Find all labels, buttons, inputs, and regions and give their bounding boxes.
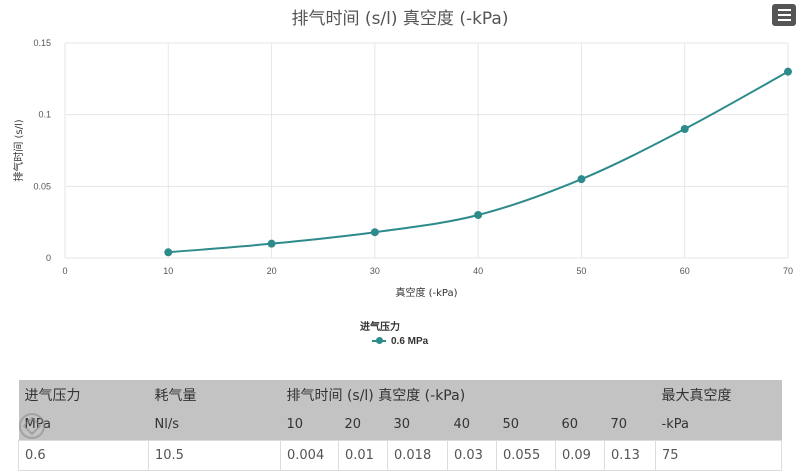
grid-lines [64, 42, 789, 259]
header-inlet-pressure: 进气压力 [18, 380, 149, 410]
table-cell: 0.09 [555, 439, 605, 471]
vacuum-col-70: 70 [604, 410, 656, 440]
x-tick-label: 0 [62, 266, 67, 276]
table-cell: 75 [655, 439, 782, 471]
y-tick-label: 0.1 [38, 110, 51, 120]
data-point[interactable] [680, 125, 689, 133]
x-tick-label: 50 [576, 266, 586, 276]
y-tick-label: 0.05 [33, 181, 51, 191]
hamburger-menu-icon[interactable] [772, 4, 796, 26]
x-tick-label: 70 [783, 266, 793, 276]
table-cell: 0.03 [447, 439, 497, 471]
vacuum-col-40: 40 [447, 410, 497, 440]
table-cell: 0.004 [280, 439, 339, 471]
unit-cell: Nl/s [148, 410, 281, 440]
spec-table: 进气压力 耗气量 排气时间 (s/l) 真空度 (-kPa) 最大真空度 MPa… [18, 380, 782, 471]
x-tick-label: 30 [370, 266, 380, 276]
legend-item-0-6-mpa[interactable]: 0.6 MPa [372, 334, 428, 348]
table-row: 0.6 10.5 0.004 0.01 0.018 0.03 0.055 0.0… [18, 439, 782, 471]
table-cell: 0.01 [338, 439, 388, 471]
unit-cell: -kPa [655, 410, 782, 440]
data-point[interactable] [784, 67, 792, 76]
x-tick-label: 40 [473, 266, 483, 276]
data-point[interactable] [164, 248, 173, 257]
data-point[interactable] [474, 211, 483, 219]
header-max-vacuum: 最大真空度 [655, 380, 782, 410]
vacuum-col-10: 10 [280, 410, 339, 440]
legend-label: 0.6 MPa [391, 335, 429, 347]
table-units-row: MPa Nl/s 10 20 30 40 50 60 70 -kPa [18, 410, 782, 440]
table-header-row: 进气压力 耗气量 排气时间 (s/l) 真空度 (-kPa) 最大真空度 [18, 380, 782, 410]
x-tick-label: 20 [267, 266, 277, 276]
line-chart: 0 10 20 30 40 50 60 70 0 0.05 0.1 0.15 真空度 (-kPa) 排… [12, 38, 793, 299]
unit-cell: MPa [18, 410, 149, 440]
table-cell: 0.13 [604, 439, 656, 471]
y-tick-label: 0.15 [33, 38, 51, 48]
legend-swatch [372, 335, 386, 347]
x-tick-label: 10 [163, 266, 173, 276]
header-air-consumption: 耗气量 [148, 380, 281, 410]
x-axis-label: 真空度 (-kPa) [395, 286, 457, 299]
vacuum-col-50: 50 [496, 410, 556, 440]
table-cell: 0.055 [496, 439, 556, 471]
header-exhaust-time: 排气时间 (s/l) 真空度 (-kPa) [280, 380, 656, 410]
axis-ticks: 0 10 20 30 40 50 60 70 0 0.05 0.1 0.15 [33, 38, 793, 276]
y-axis-label: 排气时间 (s/l) [12, 119, 25, 181]
table-cell: 0.6 [18, 439, 149, 471]
vacuum-col-30: 30 [387, 410, 448, 440]
series-points [164, 67, 792, 257]
legend-title: 进气压力 [360, 322, 400, 333]
table-cell: 10.5 [148, 439, 281, 471]
data-point[interactable] [577, 175, 586, 184]
chart-title: 排气时间 (s/l) 真空度 (-kPa) [291, 9, 509, 29]
x-tick-label: 60 [680, 266, 690, 276]
y-tick-label: 0 [46, 253, 51, 263]
data-point[interactable] [267, 239, 276, 248]
vacuum-col-20: 20 [338, 410, 388, 440]
table-cell: 0.018 [387, 439, 448, 471]
data-point[interactable] [370, 228, 379, 237]
vacuum-col-60: 60 [555, 410, 605, 440]
